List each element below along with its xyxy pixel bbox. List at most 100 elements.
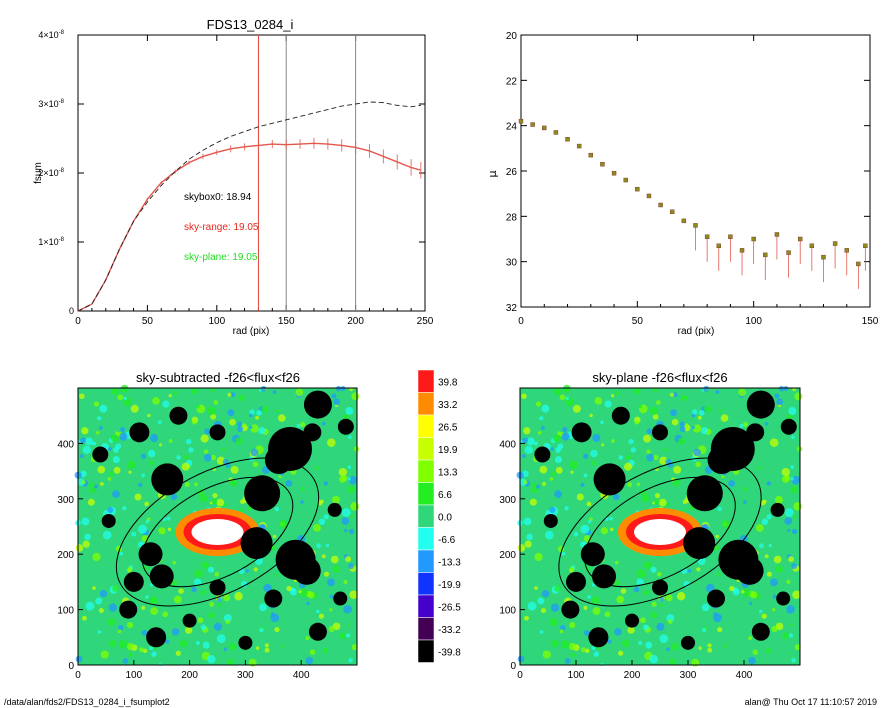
p4-noise (550, 471, 557, 477)
p3-noise (279, 519, 288, 529)
p3-noise (329, 594, 334, 599)
sky-plane-frame (519, 387, 801, 666)
p4-noise (549, 618, 558, 627)
p3-noise (300, 421, 306, 428)
p4-noise (626, 454, 632, 460)
p3-noise (211, 498, 218, 505)
p3-noise (272, 534, 277, 539)
p4-noise (573, 531, 579, 537)
p4-noise (611, 439, 615, 443)
p4-masked-source (580, 542, 605, 567)
p4-noise (570, 566, 575, 572)
p3-noise (249, 425, 253, 430)
p4-noise (790, 486, 798, 494)
p4-noise (540, 425, 545, 430)
p3-noise (275, 409, 280, 413)
p3-noise (286, 585, 292, 592)
p3-noise (230, 465, 239, 474)
p3-masked-source (149, 564, 174, 589)
p4-noise (758, 466, 762, 471)
p3-noise (201, 561, 210, 569)
p4-noise (669, 392, 674, 397)
p4-noise (526, 437, 535, 446)
p3-noise (228, 642, 237, 651)
p4-noise (559, 629, 564, 634)
p3-noise (343, 604, 352, 614)
colorbar: 39.8 33.2 26.5 19.9 13.3 6.6 0.0 -6.6 -13.3 -19.9… (417, 369, 461, 663)
p4-noise (640, 617, 646, 624)
p4-noise (517, 544, 526, 552)
mu-series (518, 118, 868, 289)
p4-y-tick-label: 0 (510, 661, 516, 672)
mu-point (739, 248, 745, 253)
mu-point (832, 241, 838, 246)
p3-noise (81, 517, 90, 526)
p4-noise (643, 590, 649, 596)
p4-noise (583, 629, 590, 636)
p4-noise (521, 393, 527, 400)
p3-noise (298, 590, 302, 594)
p3-noise (237, 421, 243, 427)
mu-point (576, 143, 582, 149)
fsum-panel: FDS13_0284_i 0 50 100 150 200 250 0 1×10-8 2×10-… (33, 17, 434, 337)
p4-noise (718, 409, 723, 413)
p3-noise (343, 414, 350, 420)
mu-y-tick-label: 20 (506, 31, 518, 42)
p3-noise (81, 480, 86, 485)
p4-noise (792, 387, 796, 392)
p3-noise (99, 404, 108, 413)
p4-noise (655, 400, 661, 405)
p4-noise (580, 524, 590, 534)
p4-noise (580, 482, 585, 488)
mu-point (600, 161, 605, 167)
p3-masked-source (209, 579, 226, 596)
mu-point (553, 130, 559, 135)
p4-noise (537, 597, 545, 605)
p4-noise (523, 517, 532, 526)
mu-y-tick-label: 30 (506, 258, 518, 269)
p4-x-tick-label: 100 (568, 670, 585, 681)
p3-noise (184, 626, 193, 634)
p4-contour-ellipse (584, 476, 736, 588)
p3-masked-source (240, 527, 273, 560)
p4-noise (620, 588, 627, 594)
p4-noise (587, 520, 592, 524)
colorbar-label: 0.0 (438, 512, 452, 523)
p4-noise (651, 601, 657, 607)
p4-contour-ellipse (558, 457, 762, 607)
p3-noise (295, 388, 304, 397)
p4-noise (554, 585, 561, 592)
p4-noise (638, 641, 643, 646)
colorbar-label: -13.3 (438, 557, 461, 568)
p4-noise (778, 385, 785, 392)
p3-noise (191, 586, 197, 593)
mu-point (518, 118, 524, 124)
fsum-ticks: 0 50 100 150 200 250 0 1×10-8 2×10-8 3×10-8 4×10-8 (38, 30, 433, 327)
p3-noise (119, 432, 128, 441)
p4-noise (522, 437, 529, 444)
p3-noise (147, 413, 151, 418)
p4-x-tick-label: 400 (736, 670, 753, 681)
p4-noise (696, 567, 701, 572)
p4-noise (581, 647, 587, 653)
fsum-y-tick-label: 1×10-8 (38, 237, 64, 247)
p3-noise (274, 506, 280, 512)
p4-noise (524, 615, 529, 621)
p4-noise (569, 642, 577, 651)
p4-noise (586, 501, 592, 507)
p3-noise (227, 409, 235, 417)
p4-noise (570, 652, 575, 658)
p4-noise (721, 519, 731, 529)
p3-noise (158, 443, 162, 447)
p4-noise (618, 455, 624, 460)
fsum-x-tick-label: 150 (278, 316, 295, 327)
p3-noise (120, 384, 129, 393)
fsum-y-axis-label: fsum (33, 162, 44, 184)
mu-x-tick-label: 100 (745, 316, 762, 327)
p4-noise (697, 415, 702, 420)
fsum-y-tick-exponent: -8 (59, 168, 65, 174)
p4-noise (794, 392, 803, 401)
p3-noise (117, 624, 124, 631)
p4-noise (636, 482, 641, 487)
